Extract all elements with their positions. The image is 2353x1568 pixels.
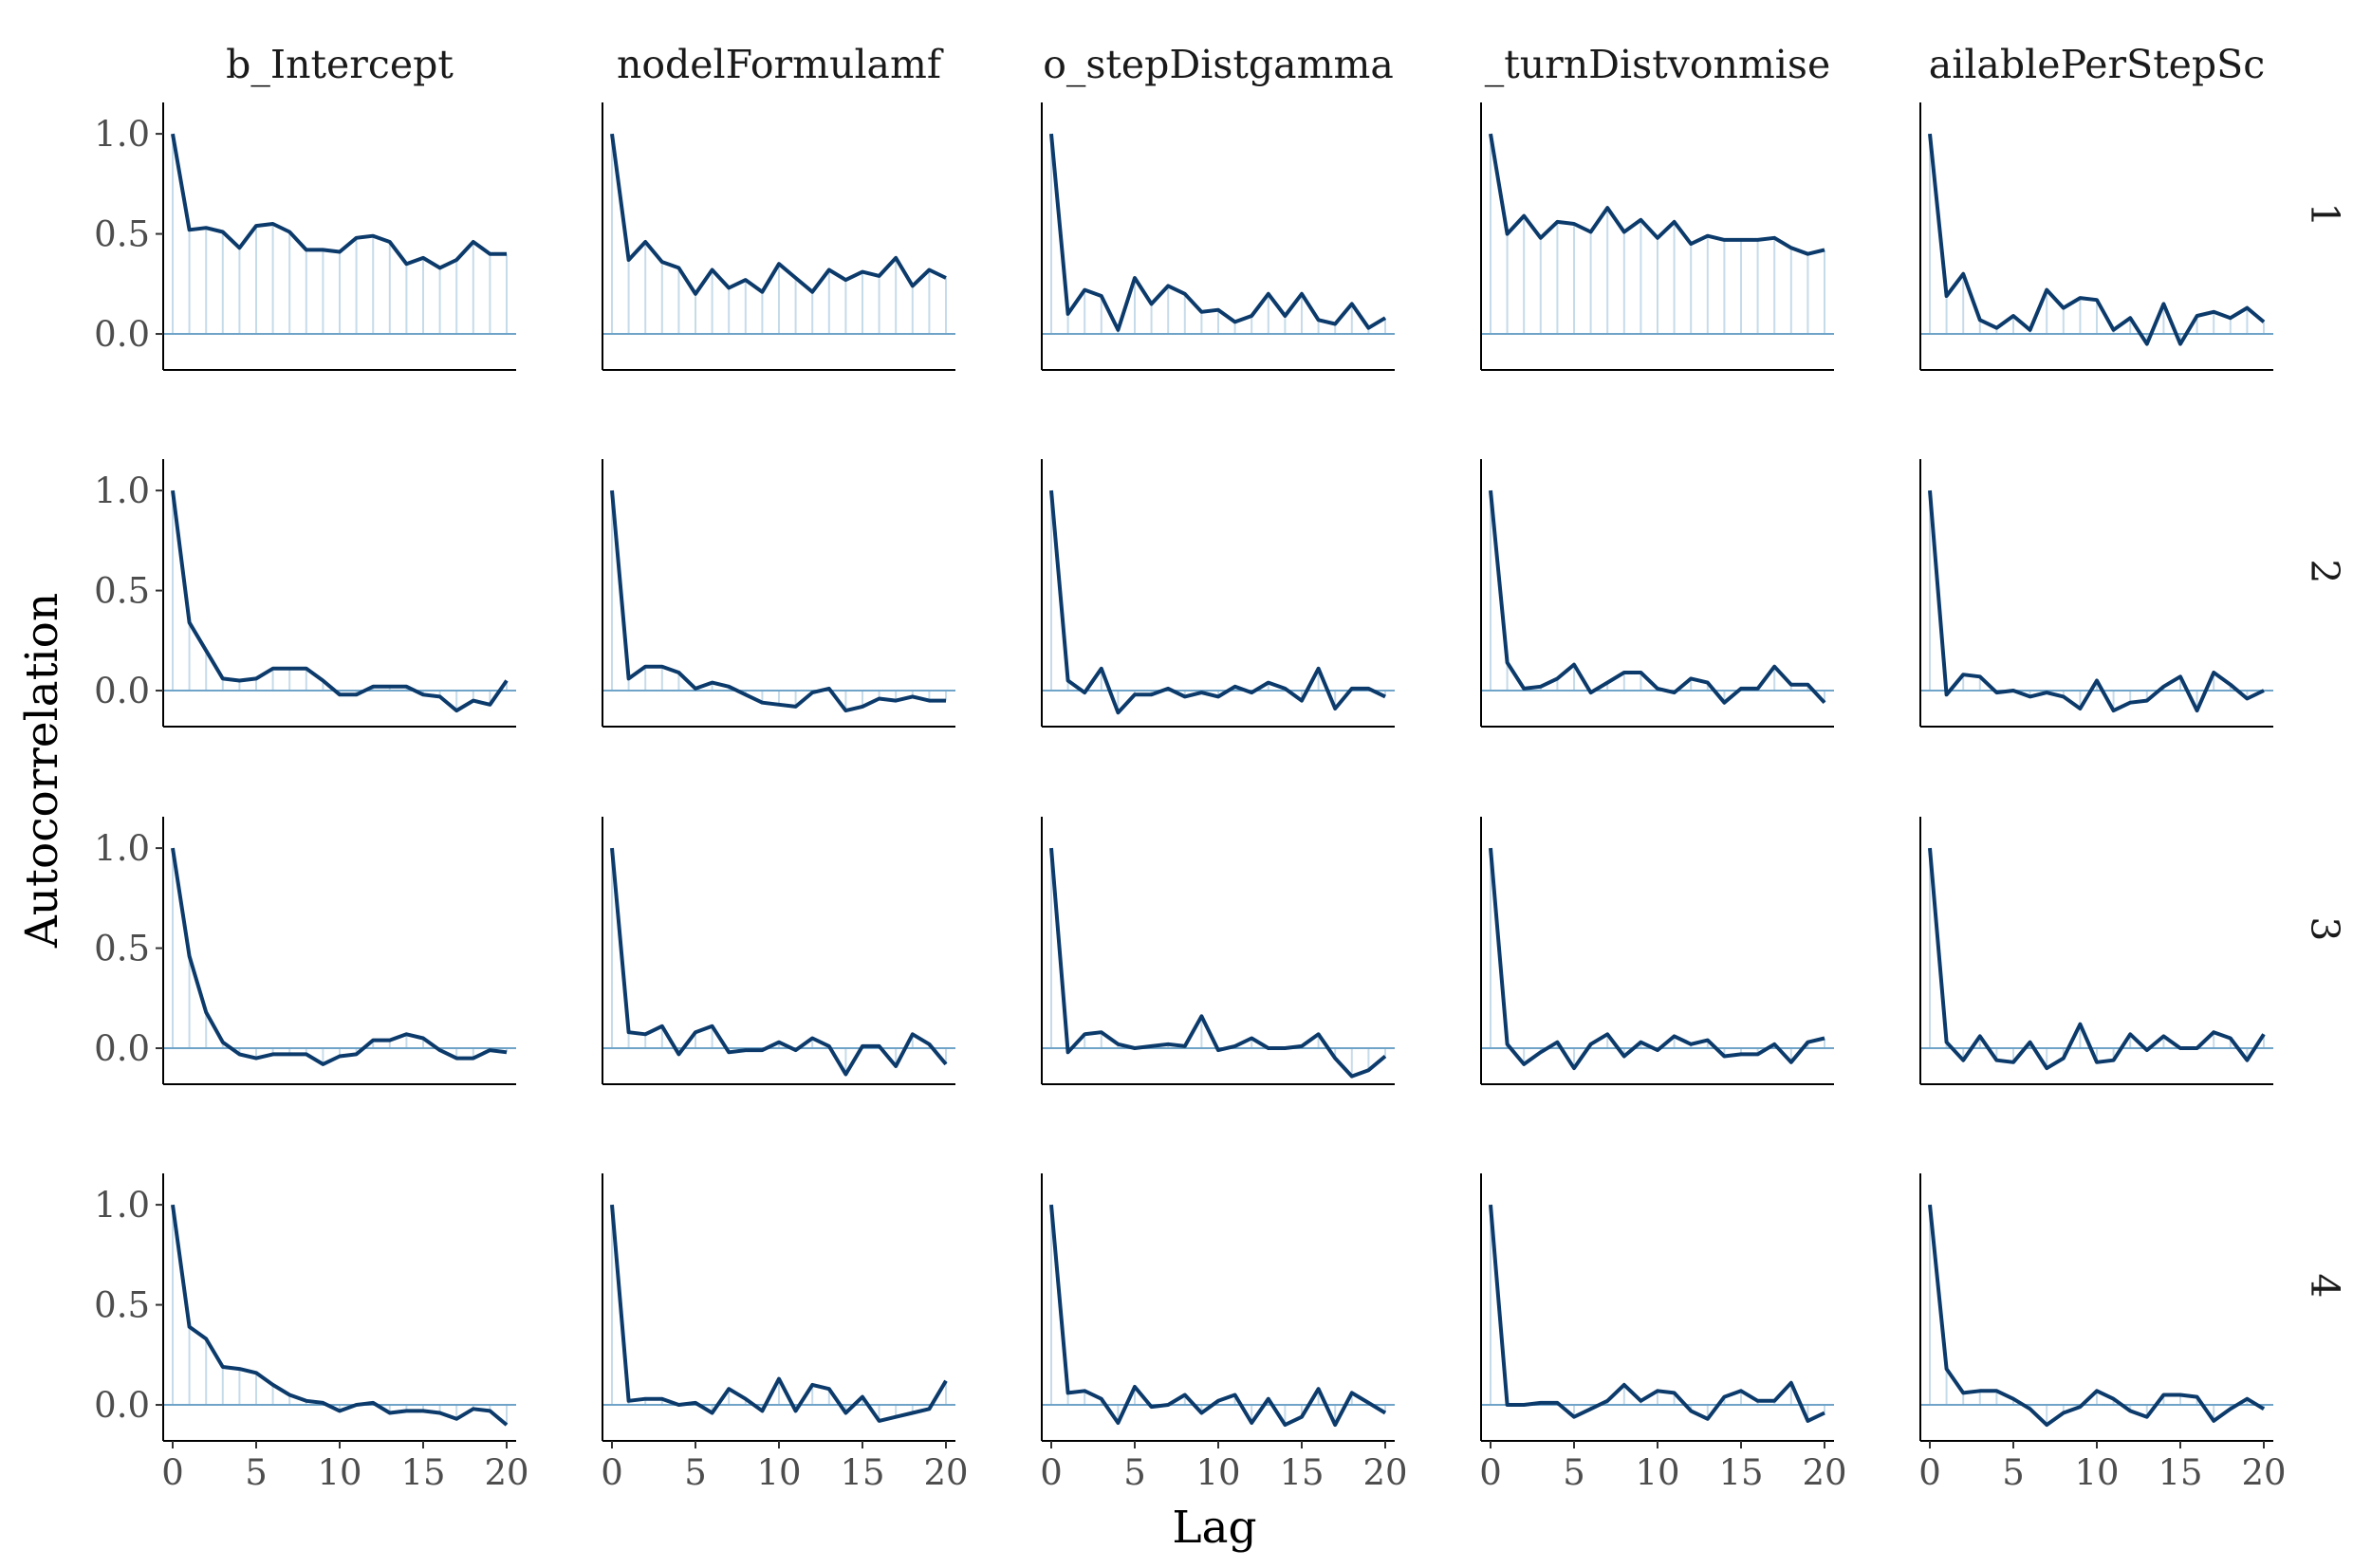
acf-series-line: [171, 133, 507, 270]
x-tick-label: 15: [840, 1452, 884, 1493]
row-strip-label: 4: [2302, 1273, 2347, 1298]
x-tick-label: 0: [161, 1452, 184, 1493]
acf-series-line: [1489, 847, 1825, 1071]
x-axis-title: Lag: [1172, 1502, 1256, 1554]
acf-series-line: [171, 1204, 509, 1427]
x-tick-label: 10: [756, 1452, 801, 1493]
x-tick-label: 20: [1362, 1452, 1407, 1493]
x-tick-label: 5: [684, 1452, 707, 1493]
column-strip-label: nodelFormulamf: [617, 42, 944, 87]
x-tick-label: 15: [2158, 1452, 2202, 1493]
acf-series-line: [1928, 133, 2266, 346]
acf-series-line: [1928, 489, 2265, 713]
x-tick-label: 10: [2074, 1452, 2119, 1493]
acf-series-line: [1049, 133, 1387, 332]
acf-panel: 0 5 10 15 20: [1040, 1173, 1408, 1493]
acf-panel: [602, 459, 955, 728]
acf-panel: 0 5 10 15 20: [1479, 1173, 1847, 1493]
x-tick-label: 0: [1040, 1452, 1063, 1493]
x-tick-label: 20: [484, 1452, 528, 1493]
row-strip-label: 1: [2302, 202, 2347, 227]
x-tick-label: 10: [1635, 1452, 1679, 1493]
acf-series-line: [1489, 133, 1825, 256]
acf-panel: 0 5 10 15 20: [1918, 1173, 2287, 1493]
x-tick-label: 5: [245, 1452, 268, 1493]
x-tick-label: 20: [1802, 1452, 1846, 1493]
y-tick-label: 0.5: [94, 929, 150, 969]
row-strip-label: 3: [2302, 916, 2347, 941]
x-tick-label: 5: [1123, 1452, 1146, 1493]
acf-panel: [1919, 459, 2273, 728]
acf-series-line: [1049, 1204, 1387, 1428]
x-tick-label: 10: [1195, 1452, 1240, 1493]
facet-panels: b_Intercept nodelFormulamf o_stepDistgamma…: [94, 42, 2347, 1493]
y-tick-label: 0.0: [94, 314, 150, 355]
acf-series-line: [1928, 847, 2266, 1071]
column-strip-label: _turnDistvonmise: [1485, 42, 1830, 87]
acf-series-line: [171, 847, 508, 1066]
x-tick-label: 15: [400, 1452, 445, 1493]
x-tick-label: 10: [317, 1452, 361, 1493]
acf-series-line: [171, 489, 509, 713]
y-tick-label: 0.5: [94, 571, 150, 612]
acf-panel: 0.0 0.5 1.0 0 5 10 15 20: [94, 1173, 529, 1493]
y-tick-label: 1.0: [94, 470, 150, 511]
acf-panel: [1480, 102, 1834, 371]
acf-panel: [1041, 459, 1395, 728]
acf-panel: [1041, 102, 1395, 371]
x-tick-label: 0: [1479, 1452, 1502, 1493]
acf-series-line: [610, 133, 947, 296]
x-tick-label: 0: [1918, 1452, 1941, 1493]
acf-panel: 0 5 10 15 20: [601, 1173, 969, 1493]
acf-series-line: [1049, 489, 1386, 715]
acf-panel: [602, 817, 955, 1085]
acf-series-line: [610, 1204, 948, 1423]
x-tick-label: 20: [2241, 1452, 2286, 1493]
acf-series-line: [610, 847, 948, 1077]
acf-series-line: [1489, 1204, 1825, 1423]
y-tick-label: 1.0: [94, 1185, 150, 1226]
acf-panel: [1919, 102, 2273, 371]
acf-series-line: [1928, 1204, 2266, 1428]
acf-series-line: [1489, 489, 1826, 705]
y-axis-title: Autocorrelation: [16, 593, 68, 949]
acf-panel: 0.0 0.5 1.0: [94, 459, 516, 728]
x-tick-label: 5: [1563, 1452, 1585, 1493]
y-tick-label: 0.0: [94, 671, 150, 711]
column-strip-label: o_stepDistgamma: [1043, 42, 1394, 87]
x-tick-label: 15: [1718, 1452, 1763, 1493]
x-tick-label: 5: [2002, 1452, 2025, 1493]
acf-panel: [1480, 459, 1834, 728]
acf-series-line: [610, 489, 946, 713]
row-strip-label: 2: [2302, 559, 2347, 583]
y-tick-label: 1.0: [94, 828, 150, 869]
y-tick-label: 1.0: [94, 114, 150, 155]
acf-panel: [1041, 817, 1395, 1085]
acf-panel: 0.0 0.5 1.0: [94, 102, 516, 371]
x-tick-label: 0: [601, 1452, 623, 1493]
y-tick-label: 0.5: [94, 214, 150, 255]
acf-panel: [602, 102, 955, 371]
acf-panel: [1919, 817, 2273, 1085]
x-tick-label: 15: [1279, 1452, 1324, 1493]
y-tick-label: 0.0: [94, 1385, 150, 1426]
y-tick-label: 0.0: [94, 1028, 150, 1069]
acf-series-line: [1049, 847, 1387, 1079]
column-strip-label: ailablePerStepSc: [1929, 42, 2265, 87]
x-tick-label: 20: [923, 1452, 968, 1493]
y-tick-label: 0.5: [94, 1285, 150, 1326]
column-strip-label: b_Intercept: [226, 42, 454, 87]
acf-panel: 0.0 0.5 1.0: [94, 817, 516, 1085]
acf-panel: [1480, 817, 1834, 1085]
